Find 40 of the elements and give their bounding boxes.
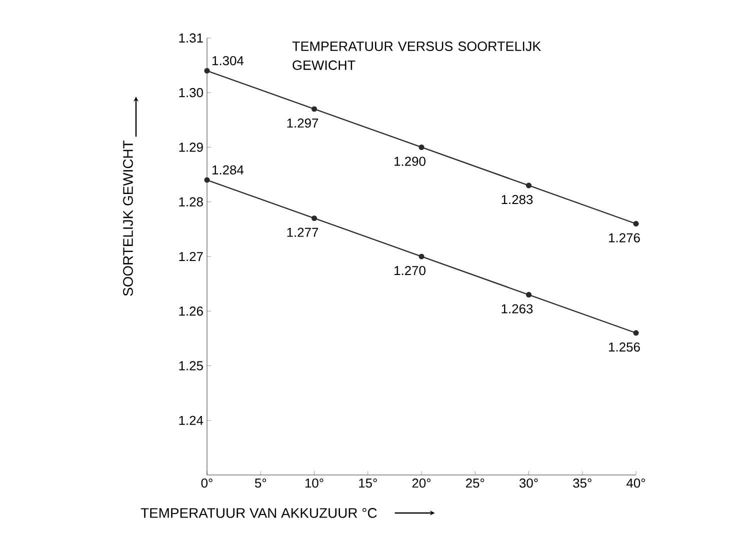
y-tick-label: 1.25 (179, 361, 203, 370)
x-axis-title: TEMPERATUUR VAN AKKUZUUR °C (140, 508, 377, 518)
y-tick-label: 1.29 (179, 142, 203, 152)
point (418, 144, 424, 150)
y-axis-title: SOORTELIJK GEWICHT (123, 140, 133, 296)
y-tick-label: 1.31 (179, 33, 203, 43)
y-tick-label: 1.27 (179, 252, 203, 262)
y-tick-label: 1.26 (179, 306, 203, 316)
y-tick-label: 1.28 (179, 197, 203, 206)
y-tick-label: 1.24 (179, 416, 204, 425)
point (204, 68, 210, 74)
x-tick-label: 20° (412, 478, 431, 488)
point (526, 182, 532, 188)
x-tick-label: 40° (626, 478, 646, 488)
point (311, 215, 318, 222)
data-label: 1.290 (394, 156, 426, 166)
data-label: 1.276 (609, 233, 640, 242)
point (418, 254, 424, 260)
point (633, 220, 639, 227)
data-label: 1.277 (287, 228, 318, 237)
data-label: 1.283 (502, 194, 533, 204)
data-label: 1.284 (212, 165, 244, 174)
x-tick-label: 25° (466, 478, 484, 488)
x-tick-label: 5° (254, 478, 266, 488)
text: TEMPERATUUR VERSUS SOORTELIJK GEWICHT (292, 42, 542, 70)
x-tick-label: 30° (519, 478, 538, 488)
point (526, 292, 532, 298)
x-tick-label: 35° (573, 478, 592, 488)
x-tick-label: 10° (305, 478, 324, 488)
data-label: 1.263 (502, 304, 533, 314)
data-label: 1.297 (287, 118, 318, 128)
x-tick-label: 15° (359, 478, 377, 488)
data-label: 1.304 (212, 56, 244, 66)
point (633, 330, 639, 336)
data-label: 1.270 (394, 266, 426, 276)
data-label: 1.256 (609, 342, 640, 352)
x-tick-label: 0° (201, 478, 212, 488)
point (311, 106, 318, 112)
point (204, 177, 210, 183)
y-tick-label: 1.30 (179, 88, 203, 98)
